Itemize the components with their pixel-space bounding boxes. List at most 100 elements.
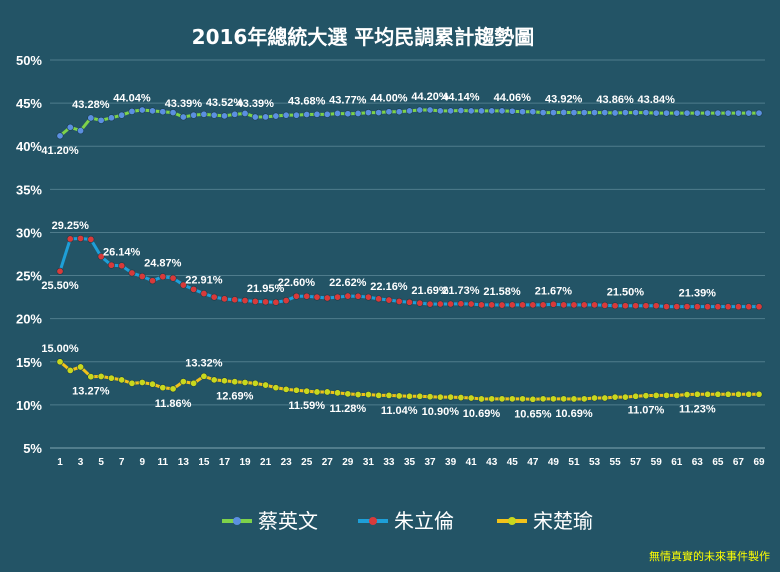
y-tick-label: 45% (16, 96, 42, 111)
data-point (251, 297, 259, 305)
data-label: 25.50% (41, 280, 79, 292)
x-tick-label: 25 (301, 457, 313, 468)
data-point (529, 301, 537, 309)
data-point (673, 391, 681, 399)
data-point (457, 300, 465, 308)
data-point (231, 378, 239, 386)
data-point (107, 261, 115, 269)
data-point (601, 109, 609, 117)
data-point (107, 114, 115, 122)
data-label: 26.14% (103, 247, 141, 259)
data-point (190, 379, 198, 387)
data-point (745, 303, 753, 311)
x-tick-label: 17 (219, 457, 231, 468)
legend-marker (369, 517, 377, 525)
data-point (436, 300, 444, 308)
x-tick-label: 65 (712, 457, 724, 468)
data-point (77, 363, 85, 371)
data-point (334, 109, 342, 117)
data-point (66, 235, 74, 243)
data-label: 43.39% (237, 98, 275, 110)
data-point (231, 110, 239, 118)
data-label: 11.07% (628, 405, 665, 417)
data-label: 29.25% (52, 220, 90, 232)
data-point (364, 109, 372, 117)
data-point (179, 113, 187, 121)
data-label: 21.95% (247, 283, 285, 295)
data-point (632, 392, 640, 400)
data-label: 10.90% (422, 406, 460, 418)
data-label: 21.69% (411, 285, 449, 297)
x-tick-label: 39 (445, 457, 457, 468)
data-point (745, 109, 753, 117)
data-point (652, 109, 660, 117)
data-point (364, 391, 372, 399)
data-point (724, 303, 732, 311)
data-point (190, 285, 198, 293)
data-point (251, 113, 259, 121)
legend-label-2: 朱立倫 (394, 509, 454, 533)
data-point (220, 112, 228, 120)
data-point (190, 111, 198, 119)
x-tick-label: 27 (322, 457, 334, 468)
data-point (467, 107, 475, 115)
data-point (642, 109, 650, 117)
data-point (714, 109, 722, 117)
data-point (580, 395, 588, 403)
legend-label-3: 宋楚瑜 (533, 509, 593, 533)
data-point (498, 301, 506, 309)
data-point (220, 295, 228, 303)
data-point (241, 378, 249, 386)
data-label: 15.00% (41, 343, 79, 355)
x-tick-label: 15 (198, 457, 210, 468)
data-point (405, 298, 413, 306)
data-point (539, 301, 547, 309)
data-point (118, 262, 126, 270)
data-point (724, 109, 732, 117)
data-point (149, 380, 157, 388)
data-point (118, 376, 126, 384)
data-label: 11.23% (679, 403, 716, 415)
data-label: 22.16% (370, 281, 408, 293)
data-point (477, 395, 485, 403)
x-tick-label: 1 (57, 457, 63, 468)
data-label: 11.59% (288, 400, 325, 412)
x-tick-label: 63 (692, 457, 704, 468)
data-point (282, 385, 290, 393)
data-point (149, 107, 157, 115)
data-point (56, 267, 64, 275)
data-point (755, 303, 763, 311)
data-point (262, 113, 270, 121)
data-label: 41.20% (41, 145, 79, 157)
data-point (508, 107, 516, 115)
x-tick-label: 47 (527, 457, 539, 468)
data-point (704, 109, 712, 117)
credit-text: 無情真實的未來事件製作 (649, 550, 770, 563)
data-point (580, 301, 588, 309)
data-point (549, 300, 557, 308)
data-point (662, 391, 670, 399)
data-point (251, 379, 259, 387)
data-point (128, 379, 136, 387)
data-label: 22.60% (278, 277, 316, 289)
legend-label-1: 蔡英文 (258, 509, 318, 533)
data-point (488, 107, 496, 115)
data-label: 43.77% (329, 95, 367, 107)
data-point (693, 390, 701, 398)
data-label: 43.92% (545, 93, 583, 105)
data-label: 43.68% (288, 95, 326, 107)
data-point (375, 295, 383, 303)
data-point (179, 378, 187, 386)
data-label: 43.86% (596, 94, 634, 106)
data-label: 44.20% (411, 91, 449, 103)
data-point (210, 293, 218, 301)
data-point (570, 395, 578, 403)
data-point (138, 378, 146, 386)
x-tick-label: 35 (404, 457, 416, 468)
y-tick-label: 50% (16, 53, 42, 68)
data-point (662, 109, 670, 117)
data-point (611, 109, 619, 117)
data-point (673, 109, 681, 117)
x-tick-label: 49 (548, 457, 560, 468)
